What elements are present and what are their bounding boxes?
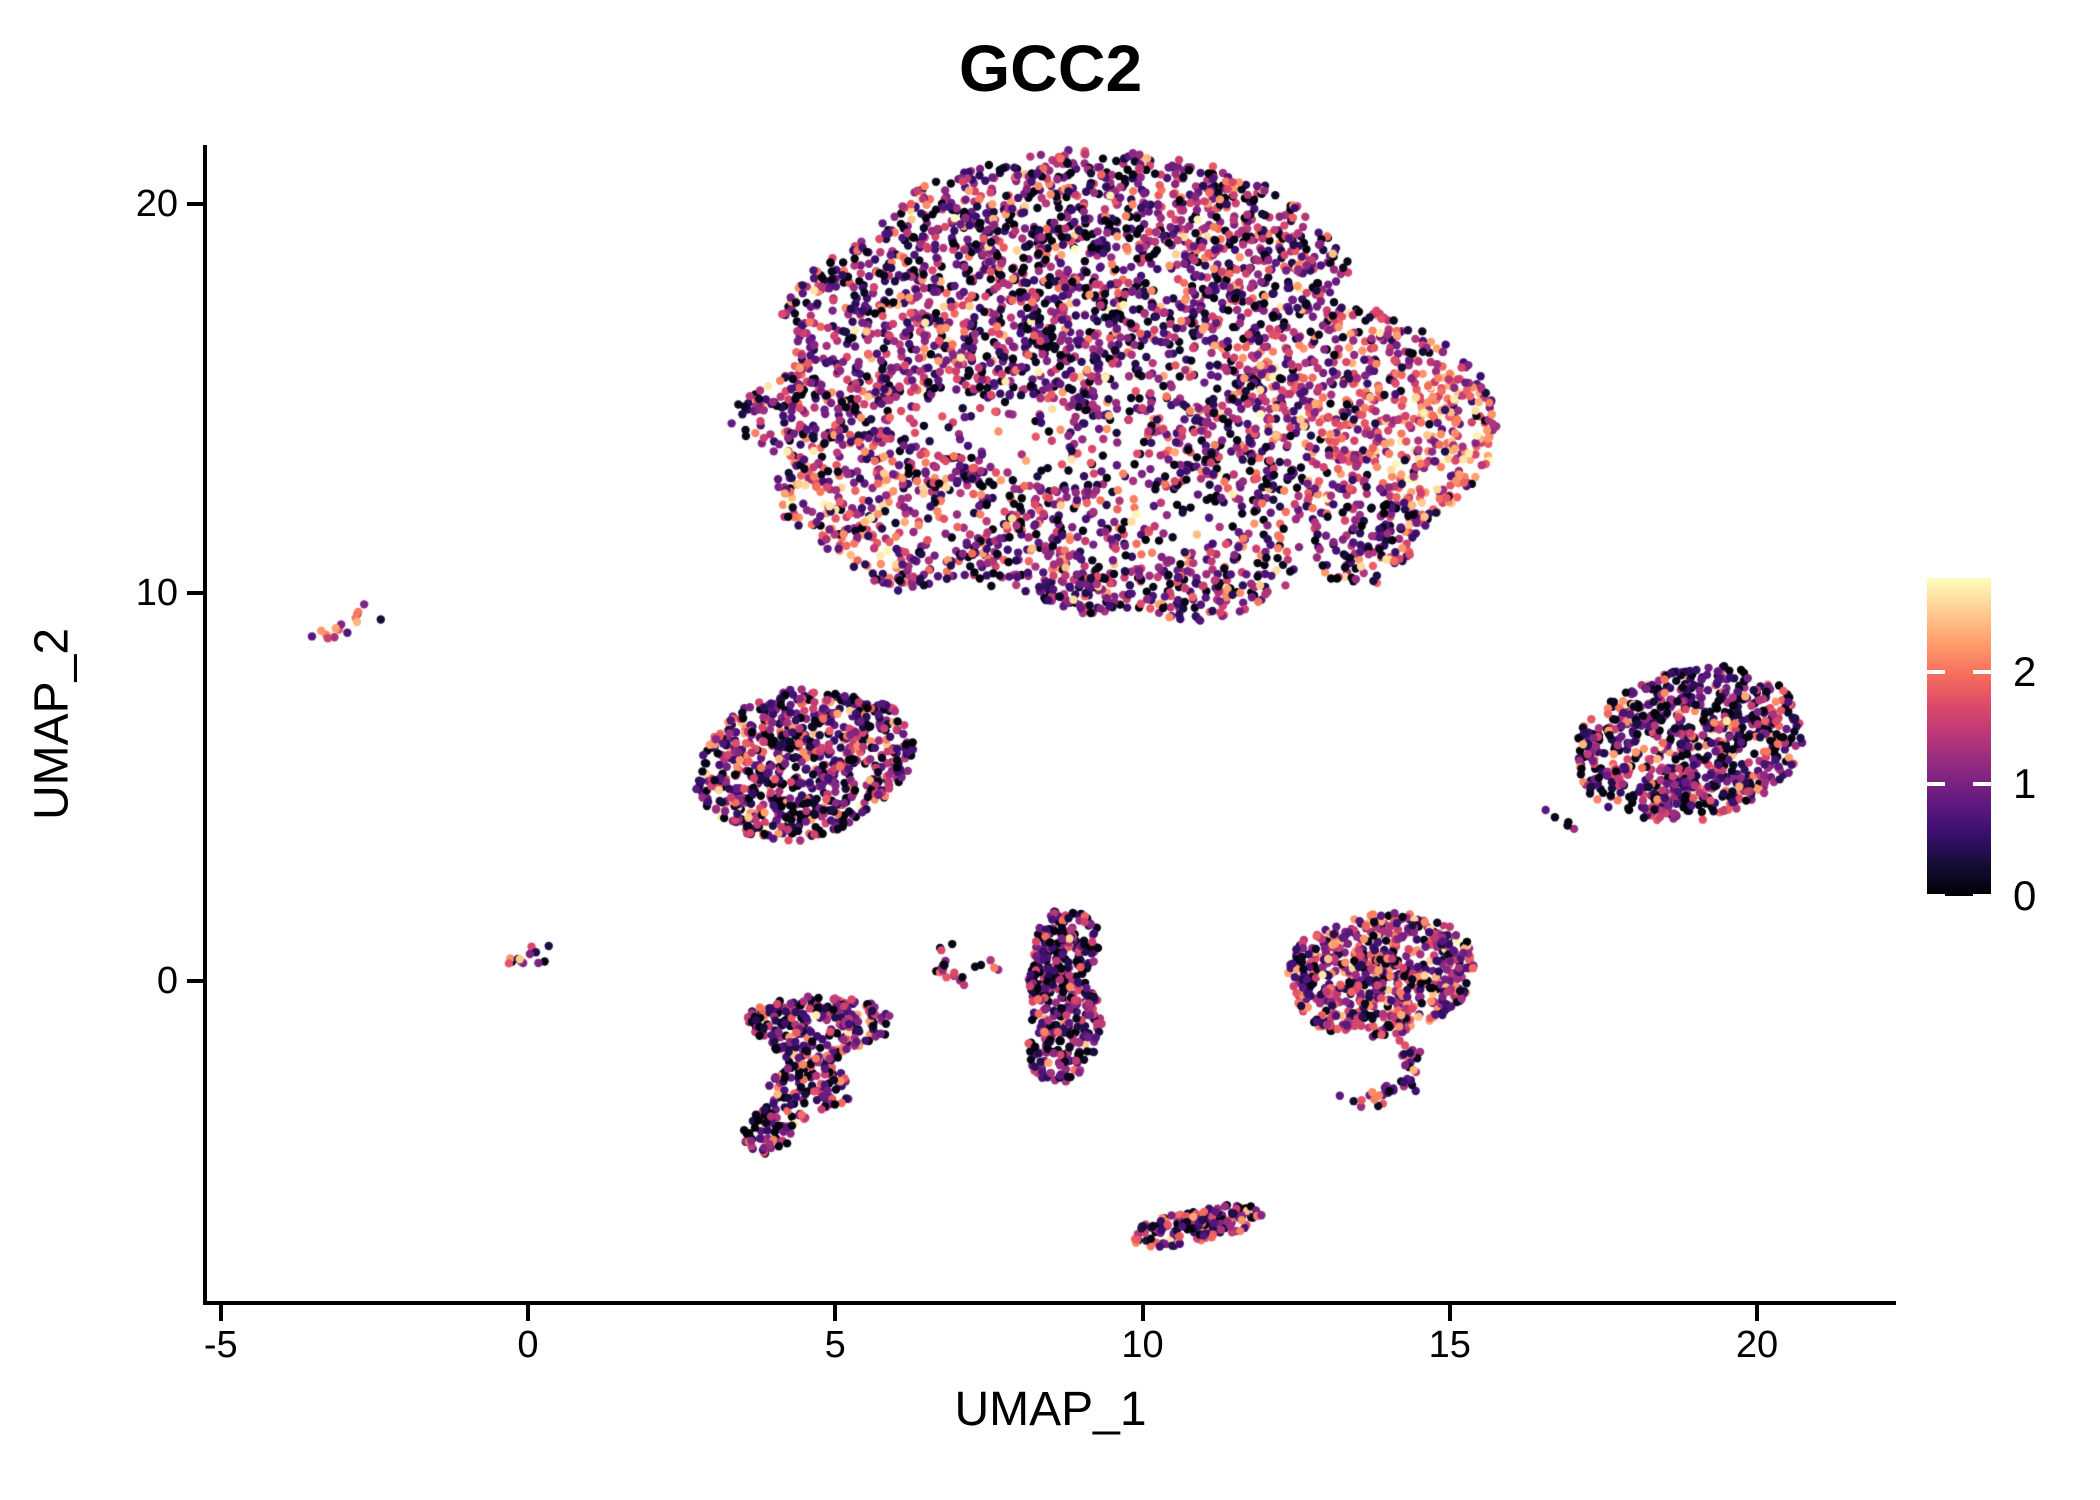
x-axis-tick xyxy=(526,1305,530,1321)
x-axis-tick xyxy=(1447,1305,1452,1321)
colorbar-tick xyxy=(1927,670,1945,675)
x-tick-label: 15 xyxy=(1428,1324,1471,1366)
x-axis-title: UMAP_1 xyxy=(954,1383,1147,1436)
y-axis-tick xyxy=(187,979,203,983)
y-tick-label: 10 xyxy=(135,571,178,614)
x-tick-label: 20 xyxy=(1735,1324,1779,1366)
x-axis-tick xyxy=(833,1305,838,1321)
colorbar-tick xyxy=(1973,894,1991,896)
colorbar-tick-label: 1 xyxy=(2013,760,2037,808)
colorbar-tick xyxy=(1973,670,1991,675)
colorbar-tick xyxy=(1927,894,1945,896)
y-axis-tick xyxy=(187,202,203,206)
y-tick-label: 20 xyxy=(135,183,178,225)
y-tick-label: 0 xyxy=(156,960,178,1002)
x-tick-label: 10 xyxy=(1121,1324,1164,1366)
colorbar xyxy=(1927,578,1991,896)
y-axis-line xyxy=(203,145,207,1305)
x-axis-tick xyxy=(1755,1305,1759,1321)
y-axis-tick xyxy=(187,590,203,595)
x-tick-label: 5 xyxy=(824,1324,846,1366)
x-axis-tick xyxy=(218,1305,223,1321)
x-tick-label: 0 xyxy=(517,1324,539,1366)
colorbar-gradient xyxy=(1927,578,1991,896)
x-tick-label: -5 xyxy=(203,1324,238,1366)
colorbar-tick-label: 2 xyxy=(2013,648,2037,696)
colorbar-tick-label: 0 xyxy=(2013,872,2037,919)
colorbar-tick xyxy=(1927,782,1945,787)
colorbar-tick xyxy=(1973,782,1991,787)
x-axis-line xyxy=(203,1301,1896,1305)
x-axis-tick xyxy=(1140,1305,1145,1321)
plot-title: GCC2 xyxy=(958,31,1143,105)
y-axis-title: UMAP_2 xyxy=(25,627,79,821)
